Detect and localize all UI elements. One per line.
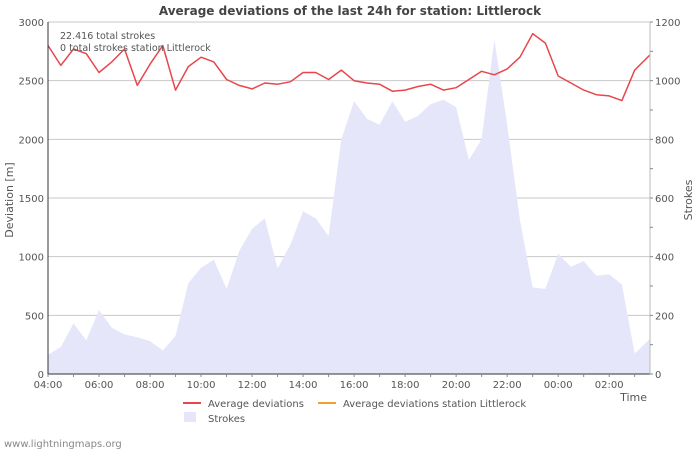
y-axis-right-label: Strokes bbox=[682, 179, 695, 220]
x-tick-label: 20:00 bbox=[442, 380, 471, 391]
legend: Average deviations Average deviations st… bbox=[183, 399, 526, 425]
x-tick-label: 06:00 bbox=[85, 380, 114, 391]
chart-title: Average deviations of the last 24h for s… bbox=[159, 4, 542, 18]
footer-watermark: www.lightningmaps.org bbox=[4, 439, 122, 450]
x-tick-label: 10:00 bbox=[187, 380, 216, 391]
x-tick-label: 00:00 bbox=[544, 380, 573, 391]
annotation-station-strokes: 0 total strokes station Littlerock bbox=[60, 43, 211, 54]
y-left-tick-label: 2500 bbox=[19, 77, 44, 88]
x-tick-label: 14:00 bbox=[289, 380, 318, 391]
y-left-tick-label: 2000 bbox=[19, 135, 44, 146]
avg-deviation-line-series bbox=[47, 32, 651, 102]
y-right-tick-label: 1200 bbox=[655, 18, 680, 29]
legend-swatch-strokes bbox=[184, 412, 196, 422]
y-axis-left-label: Deviation [m] bbox=[3, 162, 16, 237]
x-tick-label: 08:00 bbox=[136, 380, 165, 391]
legend-label-avg-deviations-station: Average deviations station Littlerock bbox=[343, 399, 526, 410]
y-right-tick-label: 400 bbox=[655, 253, 674, 264]
x-tick-label: 04:00 bbox=[34, 380, 63, 391]
y-right-tick-label: 600 bbox=[655, 194, 674, 205]
right-axis-ticks: 0 200 400 600 800 1000 1200 bbox=[650, 18, 680, 381]
x-tick-label: 18:00 bbox=[391, 380, 420, 391]
left-axis-ticks: 0 500 1000 1500 2000 2500 3000 bbox=[19, 18, 44, 381]
strokes-area bbox=[48, 39, 650, 374]
y-left-tick-label: 500 bbox=[25, 311, 44, 322]
y-right-tick-label: 800 bbox=[655, 135, 674, 146]
y-left-tick-label: 0 bbox=[38, 370, 44, 381]
x-tick-label: 02:00 bbox=[595, 380, 624, 391]
y-right-tick-label: 200 bbox=[655, 311, 674, 322]
avg-deviation-line bbox=[47, 32, 651, 102]
legend-label-avg-deviations: Average deviations bbox=[208, 399, 304, 410]
strokes-area-series bbox=[48, 39, 650, 374]
x-axis-ticks: 04:00 06:00 08:00 10:00 12:00 14:00 16:00 18:00… bbox=[34, 374, 636, 391]
y-right-tick-label: 0 bbox=[655, 370, 661, 381]
y-left-tick-label: 3000 bbox=[19, 18, 44, 29]
y-right-tick-label: 1000 bbox=[655, 77, 680, 88]
x-axis-label: Time bbox=[619, 391, 647, 404]
x-tick-label: 22:00 bbox=[493, 380, 522, 391]
x-tick-label: 16:00 bbox=[340, 380, 369, 391]
y-left-tick-label: 1500 bbox=[19, 194, 44, 205]
y-left-tick-label: 1000 bbox=[19, 253, 44, 264]
annotation-total-strokes: 22.416 total strokes bbox=[60, 31, 155, 42]
legend-label-strokes: Strokes bbox=[208, 414, 245, 425]
x-tick-label: 12:00 bbox=[238, 380, 267, 391]
